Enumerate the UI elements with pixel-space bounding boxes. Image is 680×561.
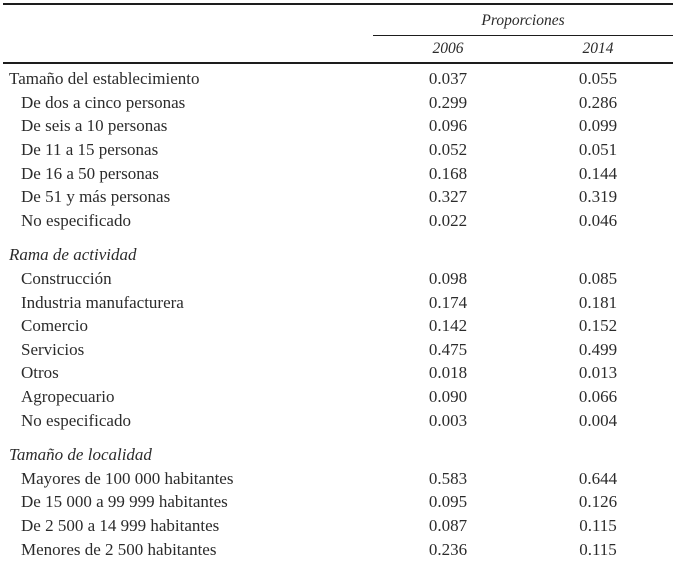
value-2006: 0.583: [428, 468, 468, 488]
table-row: Otros 0.018 0.013: [3, 361, 673, 385]
value-2006: 0.098: [428, 269, 468, 289]
section-value-2014: 0.055: [578, 69, 618, 89]
header-group-label: Proporciones: [373, 4, 674, 36]
row-label: De seis a 10 personas: [21, 116, 168, 136]
section-value-2014: [523, 432, 673, 467]
section-title: Rama de actividad: [9, 245, 137, 265]
header-empty-cell: [3, 35, 373, 64]
table-row: Construcción 0.098 0.085: [3, 267, 673, 291]
value-2014: 0.099: [578, 116, 618, 136]
value-2006: 0.142: [428, 316, 468, 336]
table-header: Proporciones 2006 2014: [3, 4, 674, 64]
table-row: De 2 500 a 14 999 habitantes 0.087 0.115: [3, 514, 673, 538]
table-row: De 15 000 a 99 999 habitantes 0.095 0.126: [3, 490, 673, 514]
value-2014: 0.115: [579, 515, 617, 535]
value-2006: 0.022: [428, 210, 468, 230]
value-2006: 0.236: [428, 539, 468, 559]
table-row: De 16 a 50 personas 0.168 0.144: [3, 161, 673, 185]
row-label: No especificado: [21, 410, 131, 430]
header-empty-cell: [3, 4, 373, 36]
value-2006: 0.174: [428, 292, 468, 312]
section-value-2014: [523, 232, 673, 267]
table-row: De 11 a 15 personas 0.052 0.051: [3, 138, 673, 162]
section-value-2006: 0.037: [428, 69, 468, 89]
table-body: Tamaño del establecimiento 0.037 0.055 De d…: [3, 63, 673, 561]
table-row: Agropecuario 0.090 0.066: [3, 385, 673, 409]
header-year-2014: 2014: [523, 35, 674, 64]
value-2006: 0.090: [428, 387, 468, 407]
row-label: Comercio: [21, 316, 89, 336]
value-2006: 0.003: [428, 410, 468, 430]
section-header-row: Tamaño de localidad: [3, 432, 673, 467]
value-2006: 0.087: [428, 515, 468, 535]
section-value-2006: [373, 232, 523, 267]
value-2014: 0.013: [578, 363, 618, 383]
section-title: Tamaño de localidad: [9, 445, 152, 465]
table-row: De dos a cinco personas 0.299 0.286: [3, 91, 673, 115]
value-2014: 0.499: [578, 339, 618, 359]
value-2014: 0.126: [578, 492, 618, 512]
value-2014: 0.144: [578, 163, 618, 183]
table-row: Comercio 0.142 0.152: [3, 314, 673, 338]
proportions-table: Proporciones 2006 2014 Tamaño del establ…: [3, 3, 674, 561]
value-2014: 0.181: [578, 292, 618, 312]
section-header-row: Rama de actividad: [3, 232, 673, 267]
row-label: Menores de 2 500 habitantes: [21, 539, 217, 559]
value-2014: 0.066: [578, 387, 618, 407]
value-2006: 0.475: [428, 339, 468, 359]
table-row: De seis a 10 personas 0.096 0.099: [3, 114, 673, 138]
value-2014: 0.085: [578, 269, 618, 289]
row-label: Mayores de 100 000 habitantes: [21, 468, 234, 488]
value-2014: 0.046: [578, 210, 618, 230]
row-label: De 51 y más personas: [21, 187, 171, 207]
value-2014: 0.286: [578, 92, 618, 112]
table-row: No especificado 0.003 0.004: [3, 408, 673, 432]
row-label: De 16 a 50 personas: [21, 163, 159, 183]
value-2006: 0.095: [428, 492, 468, 512]
value-2014: 0.004: [578, 410, 618, 430]
value-2014: 0.051: [578, 140, 618, 160]
table-row: Industria manufacturera 0.174 0.181: [3, 290, 673, 314]
row-label: De dos a cinco personas: [21, 92, 186, 112]
header-years-row: 2006 2014: [3, 35, 674, 64]
value-2014: 0.644: [578, 468, 618, 488]
value-2014: 0.319: [578, 187, 618, 207]
row-label: De 15 000 a 99 999 habitantes: [21, 492, 228, 512]
row-label: Construcción: [21, 269, 112, 289]
section-title: Tamaño del establecimiento: [9, 69, 200, 89]
section-value-2006: [373, 432, 523, 467]
table-row: De 51 y más personas 0.327 0.319: [3, 185, 673, 209]
table-row: Servicios 0.475 0.499: [3, 338, 673, 362]
header-year-2006: 2006: [373, 35, 523, 64]
value-2006: 0.168: [428, 163, 468, 183]
row-label: De 11 a 15 personas: [21, 140, 159, 160]
row-label: Agropecuario: [21, 387, 115, 407]
row-label: Otros: [21, 363, 59, 383]
value-2006: 0.052: [428, 140, 468, 160]
row-label: No especificado: [21, 210, 131, 230]
table-row: No especificado 0.022 0.046: [3, 209, 673, 233]
row-label: Servicios: [21, 339, 85, 359]
value-2014: 0.152: [578, 316, 618, 336]
header-group-row: Proporciones: [3, 4, 674, 36]
value-2006: 0.299: [428, 92, 468, 112]
table-row: Menores de 2 500 habitantes 0.236 0.115: [3, 537, 673, 561]
section-header-row: Tamaño del establecimiento 0.037 0.055: [3, 63, 673, 91]
row-label: Industria manufacturera: [21, 292, 184, 312]
table-row: Mayores de 100 000 habitantes 0.583 0.644: [3, 467, 673, 491]
row-label: De 2 500 a 14 999 habitantes: [21, 515, 220, 535]
value-2006: 0.096: [428, 116, 468, 136]
value-2014: 0.115: [579, 539, 617, 559]
value-2006: 0.018: [428, 363, 468, 383]
value-2006: 0.327: [428, 187, 468, 207]
